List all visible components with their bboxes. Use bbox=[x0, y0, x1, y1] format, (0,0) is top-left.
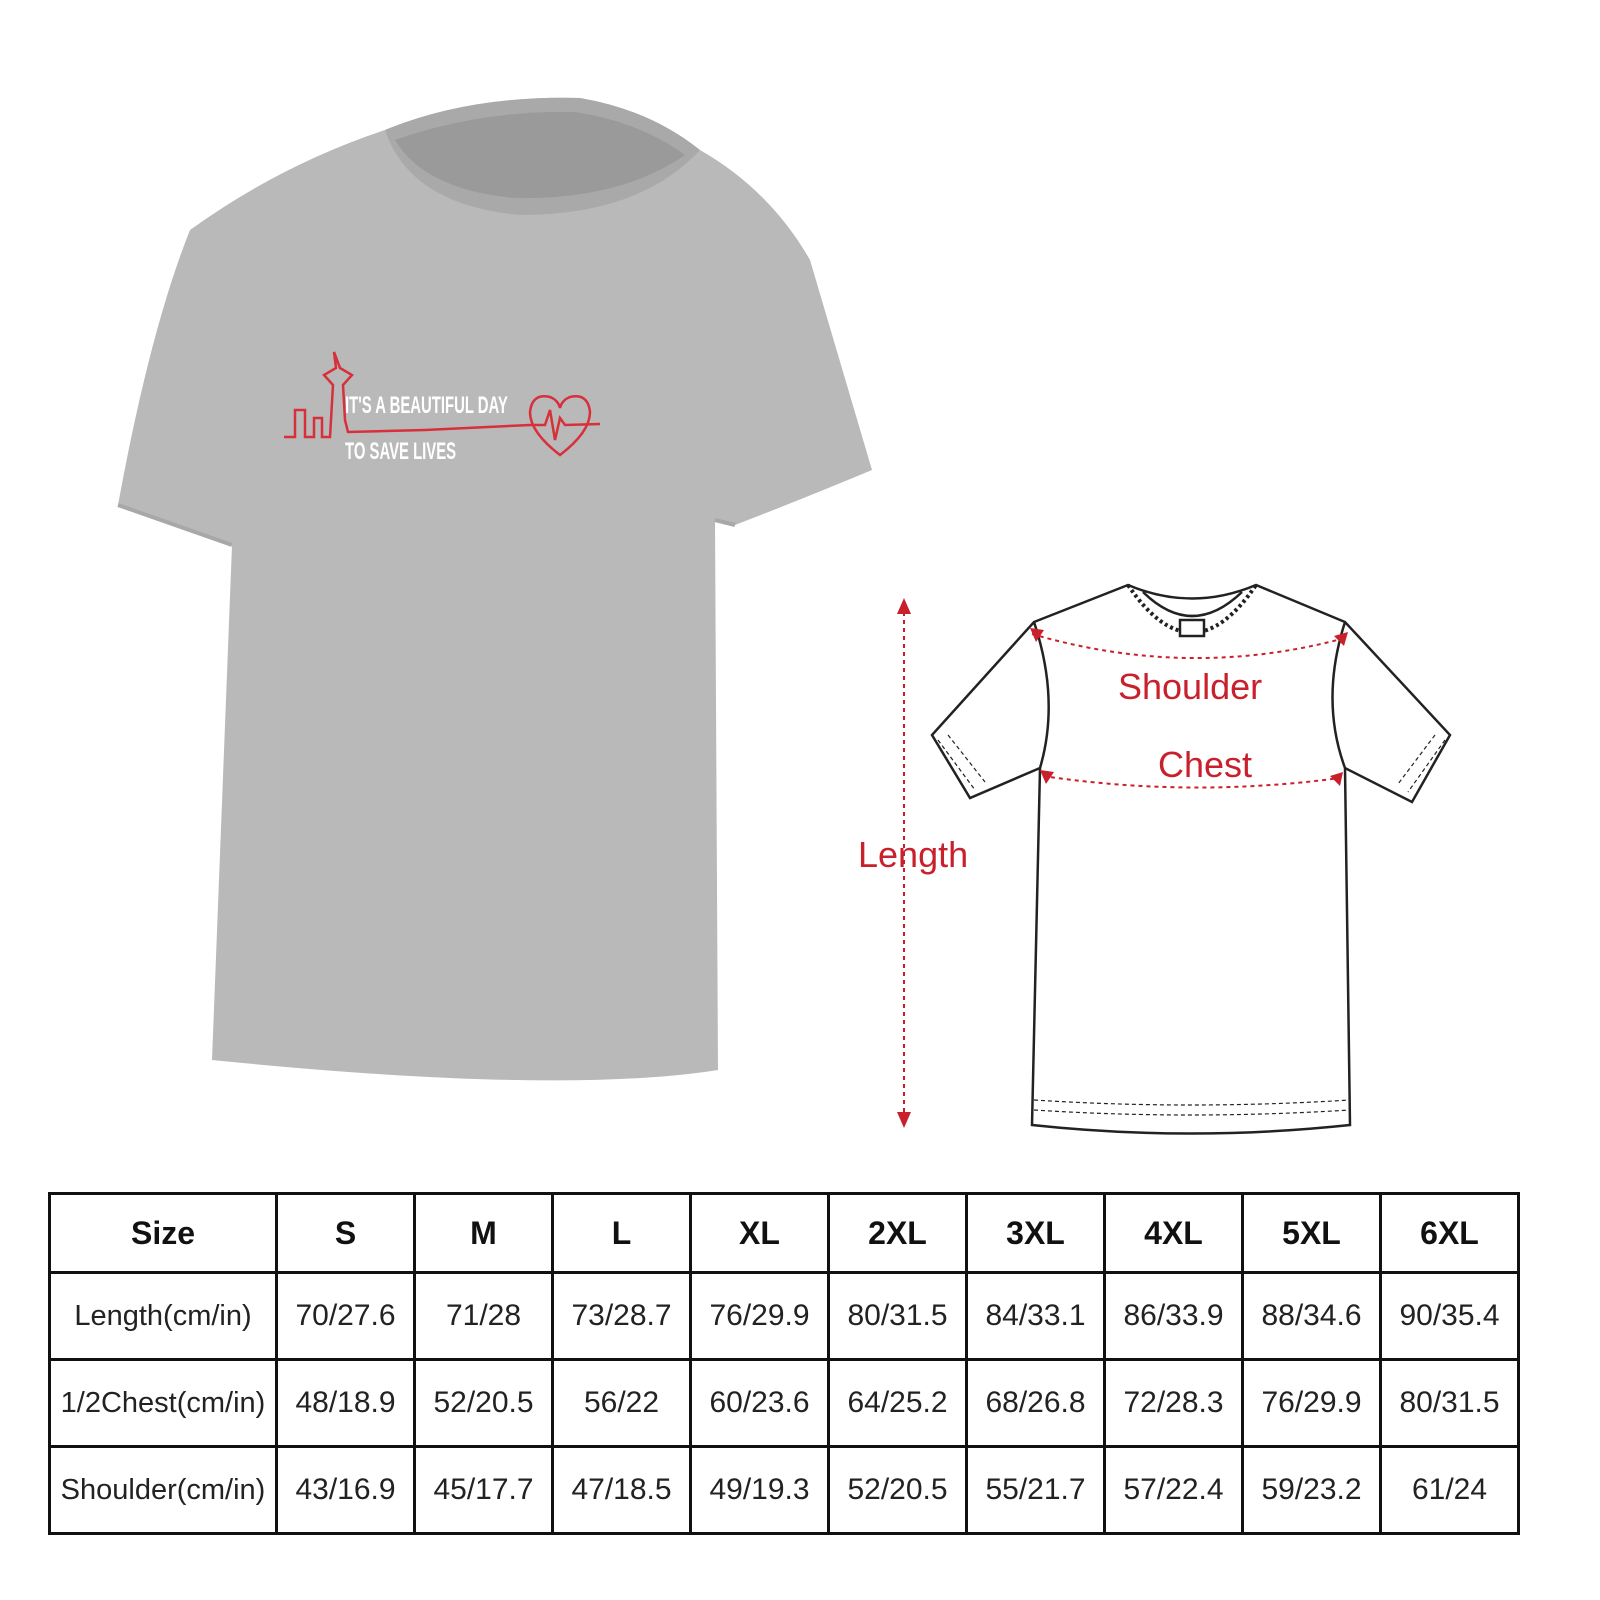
table-cell: 88/34.6 bbox=[1241, 1271, 1382, 1361]
table-cell: 52/20.5 bbox=[827, 1445, 968, 1535]
table-cell: 45/17.7 bbox=[413, 1445, 554, 1535]
row-label: 1/2Chest(cm/in) bbox=[48, 1358, 278, 1448]
row-label: Length(cm/in) bbox=[48, 1271, 278, 1361]
table-cell: 80/31.5 bbox=[1379, 1358, 1520, 1448]
table-cell: 71/28 bbox=[413, 1271, 554, 1361]
arrow-heads bbox=[897, 598, 1348, 1128]
table-cell: 56/22 bbox=[551, 1358, 692, 1448]
table-cell: 59/23.2 bbox=[1241, 1445, 1382, 1535]
table-cell: 2XL bbox=[827, 1192, 968, 1274]
table-cell: 68/26.8 bbox=[965, 1358, 1106, 1448]
table-cell: 43/16.9 bbox=[275, 1445, 416, 1535]
table-cell: 6XL bbox=[1379, 1192, 1520, 1274]
table-row: 1/2Chest(cm/in) 48/18.9 52/20.5 56/22 60/23.… bbox=[48, 1358, 1520, 1448]
table-cell: 60/23.6 bbox=[689, 1358, 830, 1448]
table-cell: 57/22.4 bbox=[1103, 1445, 1244, 1535]
row-label: Size bbox=[48, 1192, 278, 1274]
table-cell: 84/33.1 bbox=[965, 1271, 1106, 1361]
table-cell: 76/29.9 bbox=[689, 1271, 830, 1361]
table-cell: 47/18.5 bbox=[551, 1445, 692, 1535]
shoulder-label: Shoulder bbox=[1118, 666, 1263, 707]
table-cell: 4XL bbox=[1103, 1192, 1244, 1274]
measurement-diagram bbox=[930, 583, 1452, 1135]
size-chart-table: Size S M L XL 2XL 3XL 4XL 5XL 6XL Length(cm/in) 70/… bbox=[48, 1192, 1520, 1535]
table-cell: 70/27.6 bbox=[275, 1271, 416, 1361]
length-label: Length bbox=[858, 834, 969, 875]
table-cell: 80/31.5 bbox=[827, 1271, 968, 1361]
print-line-1: IT'S A BEAUTIFUL DAY bbox=[345, 392, 508, 419]
table-cell: 61/24 bbox=[1379, 1445, 1520, 1535]
table-cell: L bbox=[551, 1192, 692, 1274]
table-cell: 64/25.2 bbox=[827, 1358, 968, 1448]
measurement-arrows bbox=[903, 612, 1346, 1112]
skyline-heartbeat-graphic bbox=[284, 351, 601, 457]
table-header-row: Size S M L XL 2XL 3XL 4XL 5XL 6XL bbox=[48, 1192, 1520, 1274]
table-cell: M bbox=[413, 1192, 554, 1274]
table-cell: 76/29.9 bbox=[1241, 1358, 1382, 1448]
table-cell: S bbox=[275, 1192, 416, 1274]
table-cell: 90/35.4 bbox=[1379, 1271, 1520, 1361]
table-cell: 73/28.7 bbox=[551, 1271, 692, 1361]
table-cell: 48/18.9 bbox=[275, 1358, 416, 1448]
table-cell: 49/19.3 bbox=[689, 1445, 830, 1535]
row-label: Shoulder(cm/in) bbox=[48, 1445, 278, 1535]
table-cell: 72/28.3 bbox=[1103, 1358, 1244, 1448]
product-illustration bbox=[117, 97, 1452, 1135]
table-cell: 5XL bbox=[1241, 1192, 1382, 1274]
chest-label: Chest bbox=[1158, 744, 1253, 785]
table-cell: XL bbox=[689, 1192, 830, 1274]
table-row: Length(cm/in) 70/27.6 71/28 73/28.7 76/29.9 8… bbox=[48, 1271, 1520, 1361]
print-line-2: TO SAVE LIVES bbox=[345, 438, 457, 465]
table-cell: 55/21.7 bbox=[965, 1445, 1106, 1535]
table-cell: 52/20.5 bbox=[413, 1358, 554, 1448]
table-row: Shoulder(cm/in) 43/16.9 45/17.7 47/18.5 49/1… bbox=[48, 1445, 1520, 1535]
grey-tshirt bbox=[117, 97, 872, 1081]
table-cell: 3XL bbox=[965, 1192, 1106, 1274]
table-cell: 86/33.9 bbox=[1103, 1271, 1244, 1361]
